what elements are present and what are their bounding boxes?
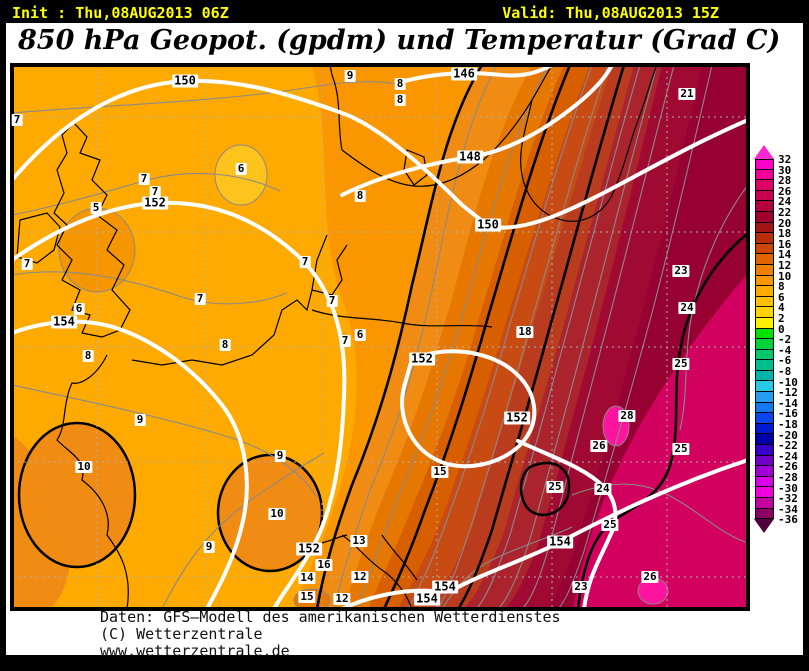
colorbar-tick-label: -18 bbox=[778, 418, 798, 431]
page-title: 850 hPa Geopot. (gpdm) und Temperatur (G… bbox=[18, 25, 781, 56]
colorbar-tick-label: -22 bbox=[778, 439, 798, 453]
colorbar-tick-label: 20 bbox=[778, 216, 792, 230]
credits: Daten: GFS—Modell des amerikanischen Wet… bbox=[100, 609, 561, 660]
colorbar-tick-label: -10 bbox=[778, 375, 798, 389]
colorbar-cell bbox=[755, 243, 774, 255]
colorbar-cell bbox=[755, 254, 774, 265]
colorbar-cell bbox=[755, 275, 774, 287]
colorbar-tick-label: -24 bbox=[778, 449, 798, 463]
colorbar-cell bbox=[755, 434, 774, 446]
colorbar-tick-label: -28 bbox=[778, 471, 798, 484]
colorbar-tick-label: 0 bbox=[778, 322, 785, 336]
colorbar-tick-label: 8 bbox=[778, 280, 785, 294]
colorbar-tick-label: 12 bbox=[778, 259, 792, 272]
colorbar-cell bbox=[755, 286, 774, 297]
temperature-colorbar: 32 30 28 26 24 22 20 18 16 14 12 10 8 6 4 2 0 -2 -4 -6 -8 -10… bbox=[754, 145, 800, 545]
colorbar-cell bbox=[755, 466, 774, 477]
colorbar-tick-label: -20 bbox=[778, 428, 798, 442]
colorbar-tick-label: 6 bbox=[778, 290, 785, 304]
colorbar-cell bbox=[755, 423, 774, 435]
colorbar-cell bbox=[755, 413, 774, 424]
colorbar-cell bbox=[755, 328, 774, 340]
colorbar-cell bbox=[755, 159, 774, 170]
map-graphic bbox=[12, 65, 748, 609]
colorbar-cell bbox=[755, 349, 774, 361]
colorbar-tick-label: -4 bbox=[778, 343, 792, 357]
colorbar-cell bbox=[755, 381, 774, 393]
colorbar-cell bbox=[755, 487, 774, 498]
colorbar-tick-label: -34 bbox=[778, 502, 798, 516]
colorbar-tick-label: 4 bbox=[778, 301, 785, 315]
chart-canvas: Init : Thu,08AUG2013 06Z Valid: Thu,08AU… bbox=[6, 3, 803, 660]
colorbar-cell bbox=[755, 317, 774, 329]
colorbar-tick-label: 32 bbox=[778, 153, 792, 166]
init-time-label: Init : Thu,08AUG2013 06Z bbox=[12, 4, 229, 22]
colorbar-cell bbox=[755, 233, 774, 244]
colorbar-cell bbox=[755, 190, 774, 202]
colorbar-cell bbox=[755, 180, 774, 191]
colorbar-tick-label: 14 bbox=[778, 248, 792, 262]
colorbar-tick-label: -14 bbox=[778, 396, 798, 410]
colorbar-cell bbox=[755, 392, 774, 403]
colorbar-tick-label: 22 bbox=[778, 206, 792, 219]
colorbar-cell bbox=[755, 402, 774, 414]
colorbar-cell bbox=[755, 307, 774, 318]
colorbar-cell bbox=[755, 476, 774, 488]
colorbar-cell bbox=[755, 264, 774, 276]
colorbar-tick-label: 10 bbox=[778, 269, 792, 283]
colorbar-tick-label: 30 bbox=[778, 163, 792, 177]
colorbar-tick-label: -2 bbox=[778, 333, 792, 347]
colorbar-tick-label: -16 bbox=[778, 407, 798, 421]
colorbar-bottom-arrow bbox=[754, 519, 774, 534]
credit-line-copyright: (C) Wetterzentrale bbox=[100, 625, 263, 643]
colorbar-cell bbox=[755, 211, 774, 223]
colorbar-tick-label: 18 bbox=[778, 227, 792, 241]
colorbar-cell bbox=[755, 339, 774, 350]
colorbar-tick-label: -8 bbox=[778, 365, 792, 378]
credit-line-website: www.wetterzentrale.de bbox=[100, 642, 290, 660]
colorbar-cells bbox=[755, 159, 774, 520]
colorbar-tick-label: 16 bbox=[778, 237, 792, 251]
colorbar-cell bbox=[755, 455, 774, 467]
header-bar: Init : Thu,08AUG2013 06Z Valid: Thu,08AU… bbox=[6, 3, 803, 23]
colorbar-tick-label: 24 bbox=[778, 195, 792, 209]
colorbar-cell bbox=[755, 360, 774, 371]
credit-line-data-source: Daten: GFS—Modell des amerikanischen Wet… bbox=[100, 608, 561, 626]
colorbar-tick-label: -32 bbox=[778, 492, 798, 506]
colorbar-cell bbox=[755, 445, 774, 456]
colorbar-cell bbox=[755, 296, 774, 308]
map-area: 150 146 148 150 152 154 152 152 152 154 154 154 9 8 8 7… bbox=[10, 63, 750, 611]
colorbar-tick-label: -26 bbox=[778, 460, 798, 474]
colorbar-tick-label: -6 bbox=[778, 354, 792, 368]
colorbar-cell bbox=[755, 169, 774, 181]
colorbar-tick-label: -36 bbox=[778, 513, 798, 527]
colorbar-cell bbox=[755, 370, 774, 382]
colorbar-tick-label: 28 bbox=[778, 174, 792, 188]
colorbar-cell bbox=[755, 498, 774, 509]
valid-time-label: Valid: Thu,08AUG2013 15Z bbox=[502, 4, 719, 22]
colorbar-top-arrow bbox=[754, 145, 774, 159]
colorbar-cell bbox=[755, 201, 774, 212]
colorbar-tick-label: -12 bbox=[778, 386, 798, 400]
colorbar-cell bbox=[755, 508, 774, 520]
colorbar-cell bbox=[755, 222, 774, 234]
colorbar-tick-label: -30 bbox=[778, 481, 798, 495]
colorbar-tick-label: 26 bbox=[778, 184, 792, 198]
colorbar-tick-label: 2 bbox=[778, 312, 785, 325]
